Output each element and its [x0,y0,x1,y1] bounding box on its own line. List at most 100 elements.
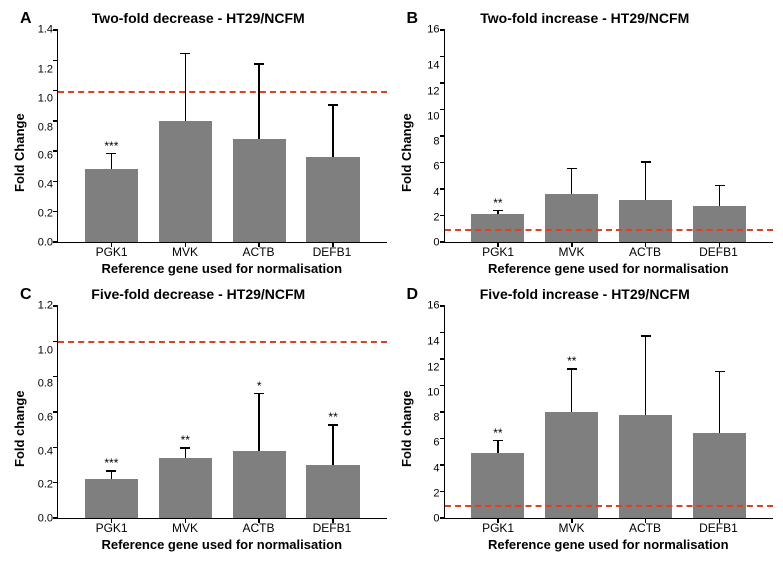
y-tick-label: 0.4 [29,446,53,457]
bar-group: ** [306,306,359,518]
significance-marker: *** [104,457,118,469]
x-tick-mark [571,242,573,247]
y-tick-label: 0.4 [29,180,53,191]
x-tick-label: MVK [545,245,598,259]
bar-group: ** [471,30,524,242]
error-bar [185,53,186,121]
reference-line [445,229,774,231]
bar [693,206,746,242]
x-tick-label: MVK [545,521,598,535]
error-bar [258,393,259,451]
error-bar [571,368,572,412]
y-tick-label: 0.6 [29,151,53,162]
x-tick-mark [185,518,187,523]
y-tick-label: 0.0 [29,237,53,248]
significance-marker: ** [567,355,576,367]
bar-group [545,30,598,242]
bar [159,458,212,518]
y-tick-label: 16 [416,301,440,312]
x-tick-mark [332,518,334,523]
x-tick-label: PGK1 [85,521,138,535]
x-tick-mark [111,518,113,523]
error-bar [719,371,720,433]
bar [545,194,598,242]
bar-group: ** [159,306,212,518]
x-axis-label: Reference gene used for normalisation [57,537,387,552]
error-bar [332,424,333,465]
significance-marker: ** [493,197,502,209]
plot-area: *** ** * ** [57,306,387,519]
y-tick-label: 14 [416,337,440,348]
x-tick-label: PGK1 [85,245,138,259]
bar-group [159,30,212,242]
x-tick-mark [497,518,499,523]
bar [85,169,138,242]
error-bar [719,185,720,206]
x-tick-label: PGK1 [472,245,525,259]
x-tick-label: DEFB1 [305,245,358,259]
x-tick-label: PGK1 [472,521,525,535]
chart-title: Five-fold increase - HT29/NCFM [397,286,774,302]
x-tick-mark [645,242,647,247]
y-tick-label: 0.2 [29,209,53,220]
bar-group [306,30,359,242]
x-ticks: PGK1MVKACTBDEFB1 [57,243,387,259]
bar [306,157,359,242]
x-tick-mark [258,242,260,247]
bar-group [693,30,746,242]
x-axis-label: Reference gene used for normalisation [57,261,387,276]
error-bar [111,470,112,479]
error-bar [497,440,498,453]
significance-marker: * [257,380,262,392]
y-tick-label: 4 [416,463,440,474]
error-bar [571,168,572,195]
error-bar [645,161,646,199]
y-axis-label: Fold change [10,306,29,552]
chart-title: Two-fold decrease - HT29/NCFM [10,10,387,26]
y-axis-label: Fold Change [10,30,29,276]
y-tick-label: 1.0 [29,93,53,104]
y-tick-label: 16 [416,25,440,36]
error-bar [111,153,112,170]
x-tick-label: DEFB1 [692,245,745,259]
bar-group: *** [85,30,138,242]
y-axis-label: Fold Change [397,30,416,276]
y-tick-label: 4 [416,187,440,198]
bar-group [619,306,672,518]
plot-area: ** [444,30,774,243]
y-tick-label: 12 [416,86,440,97]
x-tick-mark [332,242,334,247]
panel-d: D Five-fold increase - HT29/NCFM Fold ch… [397,286,774,552]
y-tick-label: 1.0 [29,345,53,356]
x-tick-label: ACTB [232,245,285,259]
x-tick-mark [185,242,187,247]
panel-a: A Two-fold decrease - HT29/NCFM Fold Cha… [10,10,387,276]
bar [159,121,212,242]
plot-area: *** [57,30,387,243]
y-tick-label: 14 [416,61,440,72]
y-tick-label: 8 [416,137,440,148]
y-tick-label: 6 [416,438,440,449]
bar-group: *** [85,306,138,518]
chart-title: Two-fold increase - HT29/NCFM [397,10,774,26]
y-tick-label: 6 [416,162,440,173]
reference-line [445,505,774,507]
x-ticks: PGK1MVKACTBDEFB1 [444,519,774,535]
x-tick-mark [497,242,499,247]
bar-group: ** [545,306,598,518]
y-tick-label: 2 [416,488,440,499]
significance-marker: ** [181,434,190,446]
y-tick-label: 0.8 [29,379,53,390]
reference-line [58,91,387,93]
y-tick-label: 12 [416,362,440,373]
y-tick-label: 10 [416,111,440,122]
error-bar [258,63,259,139]
panel-b: B Two-fold increase - HT29/NCFM Fold Cha… [397,10,774,276]
y-tick-label: 0.8 [29,122,53,133]
significance-marker: ** [493,427,502,439]
panel-c: C Five-fold decrease - HT29/NCFM Fold ch… [10,286,387,552]
y-tick-label: 0.0 [29,513,53,524]
significance-marker: ** [328,411,337,423]
bars-container: ** [445,30,774,242]
bar [85,479,138,518]
